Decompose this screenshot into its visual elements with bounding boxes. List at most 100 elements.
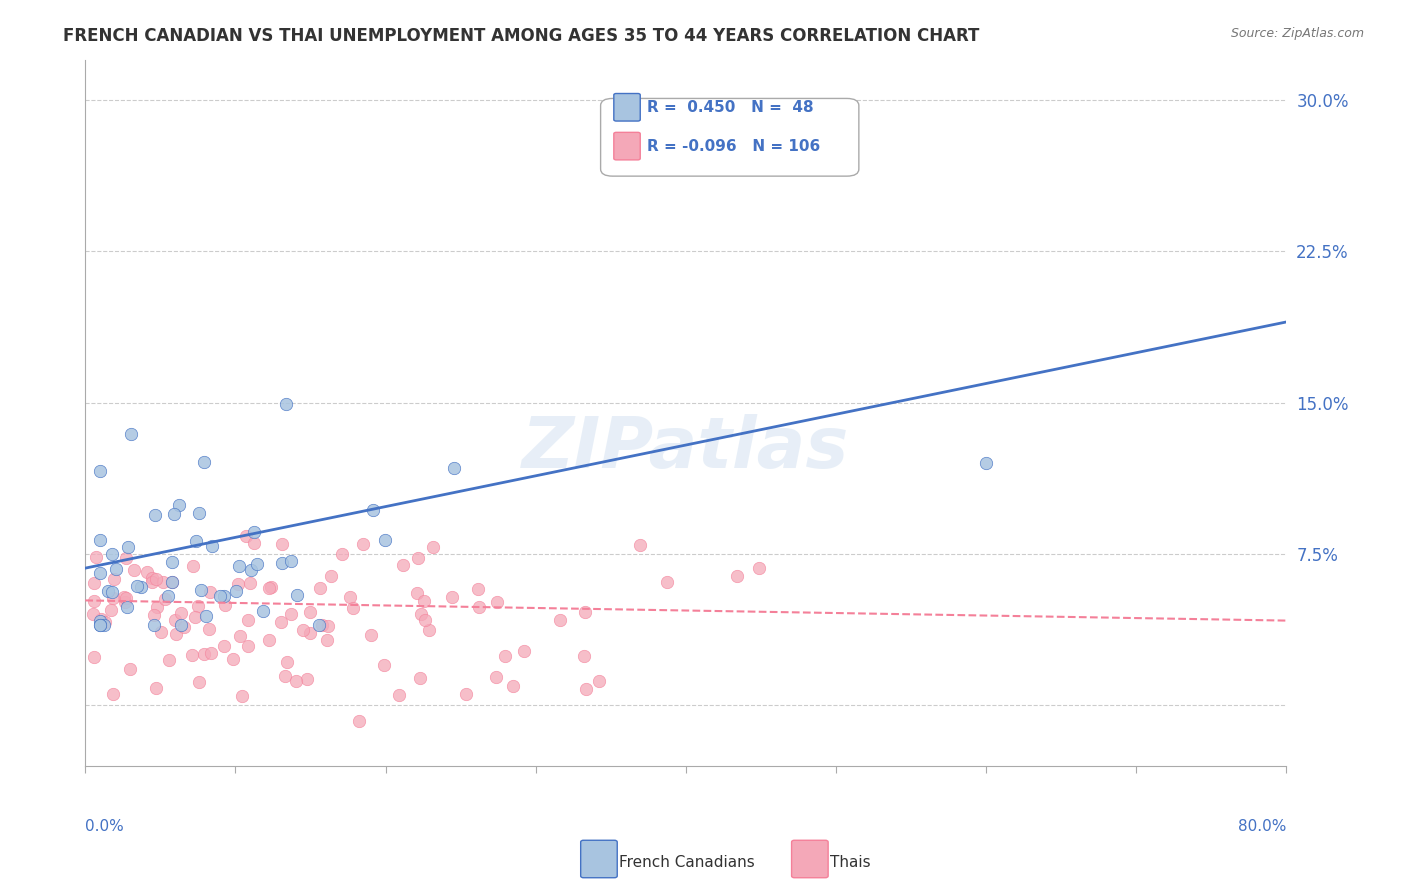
Point [257, 633, 280, 648]
Point [103, 591, 125, 606]
Point [441, 590, 464, 604]
Point [169, 617, 191, 632]
Point [308, 582, 330, 596]
Point [131, 580, 153, 594]
Text: Thais: Thais [830, 855, 870, 870]
Point [297, 673, 319, 687]
Point [89, 617, 111, 632]
Point [238, 639, 260, 653]
Point [321, 569, 343, 583]
Point [222, 651, 245, 665]
Point [82, 607, 104, 621]
Point [574, 681, 596, 696]
Text: R = -0.096   N = 106: R = -0.096 N = 106 [647, 139, 821, 154]
Point [225, 583, 247, 598]
Point [599, 103, 621, 117]
FancyBboxPatch shape [600, 98, 859, 176]
Text: Source: ZipAtlas.com: Source: ZipAtlas.com [1230, 27, 1364, 40]
Point [83, 594, 105, 608]
Point [115, 591, 138, 605]
Point [141, 571, 163, 585]
Point [588, 673, 610, 688]
Point [360, 628, 382, 642]
Point [100, 603, 122, 617]
Point [214, 599, 236, 613]
Point [388, 688, 411, 702]
Point [143, 608, 166, 623]
Point [725, 569, 748, 583]
Point [184, 610, 207, 624]
Point [408, 671, 430, 685]
Point [104, 561, 127, 575]
Point [229, 629, 252, 643]
Point [467, 582, 489, 596]
Point [93, 617, 115, 632]
Point [198, 585, 221, 599]
Point [112, 590, 135, 604]
Point [298, 605, 321, 619]
Point [163, 508, 186, 522]
Point [83, 650, 105, 665]
Text: R =  0.450   N =  48: R = 0.450 N = 48 [647, 100, 814, 115]
Point [194, 608, 217, 623]
Point [468, 600, 491, 615]
Point [115, 599, 138, 614]
Point [413, 594, 436, 608]
Point [548, 613, 571, 627]
Point [89, 617, 111, 632]
Point [135, 565, 157, 579]
Point [270, 615, 292, 629]
Point [231, 689, 253, 703]
Point [200, 540, 222, 554]
Point [347, 714, 370, 728]
Point [198, 622, 221, 636]
Point [101, 585, 124, 599]
Point [208, 589, 231, 603]
Point [146, 599, 169, 614]
Point [122, 563, 145, 577]
Point [89, 533, 111, 547]
Point [193, 455, 215, 469]
Point [101, 547, 124, 561]
Point [413, 613, 436, 627]
Point [374, 533, 396, 548]
Point [276, 397, 298, 411]
Point [193, 647, 215, 661]
Point [83, 575, 105, 590]
Point [114, 594, 136, 608]
Point [316, 619, 339, 633]
Point [628, 538, 651, 552]
Point [145, 681, 167, 695]
Point [157, 653, 180, 667]
Point [165, 613, 187, 627]
Point [235, 529, 257, 543]
Point [90, 612, 112, 626]
Point [149, 624, 172, 639]
Point [405, 586, 427, 600]
Point [89, 566, 111, 581]
Point [422, 540, 444, 554]
Point [391, 558, 413, 572]
Point [157, 589, 180, 603]
Point [443, 461, 465, 475]
Point [330, 547, 353, 561]
Point [167, 498, 190, 512]
Point [127, 578, 149, 592]
Point [243, 525, 266, 540]
Point [246, 558, 269, 572]
Point [89, 464, 111, 478]
Point [406, 551, 429, 566]
Point [311, 617, 333, 632]
Point [160, 556, 183, 570]
Point [486, 594, 509, 608]
Text: French Canadians: French Canadians [619, 855, 755, 870]
Point [187, 599, 209, 614]
FancyBboxPatch shape [614, 94, 640, 121]
Point [373, 657, 395, 672]
Point [252, 604, 274, 618]
Point [188, 506, 211, 520]
Point [236, 614, 259, 628]
Point [165, 627, 187, 641]
Point [145, 572, 167, 586]
Point [274, 669, 297, 683]
